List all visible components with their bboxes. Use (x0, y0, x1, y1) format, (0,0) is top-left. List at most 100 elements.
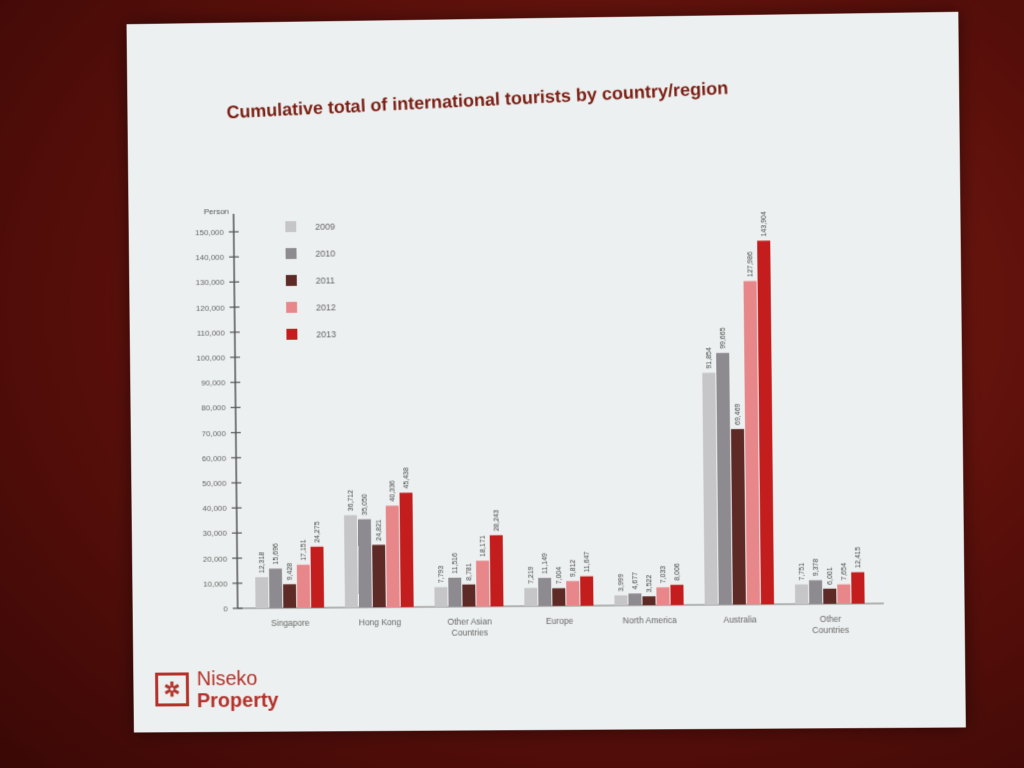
y-tick-label: 70,000 (202, 429, 227, 438)
bar-value-label: 3,999 (618, 574, 625, 592)
legend-label-2009: 2009 (315, 222, 335, 232)
bar-value-label: 36,712 (348, 490, 355, 512)
bar-2010-3 (538, 578, 551, 606)
legend-swatch-2012 (286, 302, 297, 313)
bar-2009-5 (702, 373, 717, 605)
logo-mark-icon: ✲ (155, 672, 189, 706)
bar-value-label: 7,793 (438, 566, 445, 584)
bar-2012-1 (386, 506, 400, 608)
x-category-label: Other (820, 614, 842, 624)
y-axis-title: Person (204, 207, 229, 216)
bar-2011-4 (642, 596, 655, 605)
y-tick-label: 80,000 (201, 404, 226, 413)
bar-2012-4 (656, 587, 669, 605)
bar-value-label: 12,318 (259, 552, 266, 573)
bar-2012-3 (566, 581, 579, 606)
bar-value-label: 69,469 (735, 403, 742, 425)
bar-2010-0 (269, 569, 282, 609)
x-category-label: Countries (452, 627, 488, 637)
y-tick-label: 30,000 (203, 529, 228, 538)
logo-line-1: Niseko (197, 668, 279, 690)
bar-value-label: 9,428 (287, 563, 294, 581)
x-category-label: North America (623, 615, 677, 625)
bar-value-label: 91,854 (706, 347, 713, 369)
bar-value-label: 7,654 (841, 563, 848, 581)
y-tick-label: 120,000 (196, 303, 225, 312)
bar-value-label: 24,275 (314, 521, 321, 542)
bar-value-label: 8,781 (466, 563, 473, 581)
bar-value-label: 9,812 (570, 559, 577, 577)
bar-2010-6 (809, 580, 822, 604)
bar-value-label: 7,033 (660, 566, 667, 584)
bar-value-label: 6,001 (827, 567, 834, 585)
y-tick-label: 130,000 (196, 278, 225, 287)
bar-2011-3 (552, 588, 565, 606)
bar-2013-2 (490, 535, 504, 606)
y-tick-label: 100,000 (196, 353, 225, 362)
bar-2009-3 (524, 588, 537, 606)
presentation-slide: Cumulative total of international touris… (127, 12, 966, 733)
bar-2009-0 (255, 577, 268, 608)
legend-label-2010: 2010 (315, 248, 335, 258)
legend-label-2011: 2011 (316, 275, 335, 285)
bar-2013-4 (670, 585, 683, 605)
bar-value-label: 24,821 (376, 519, 383, 541)
bar-value-label: 45,438 (403, 467, 410, 489)
y-tick-label: 60,000 (202, 454, 227, 463)
bar-value-label: 17,151 (300, 539, 307, 560)
x-category-label: Other Asian (447, 616, 492, 626)
y-tick-label: 20,000 (203, 554, 228, 563)
bar-2013-5 (757, 241, 774, 605)
bar-value-label: 3,522 (646, 575, 653, 593)
bar-2010-4 (628, 593, 641, 605)
bar-value-label: 11,516 (452, 553, 459, 574)
bar-value-label: 12,415 (855, 547, 862, 569)
bar-2013-6 (851, 572, 864, 604)
bar-2010-2 (448, 578, 461, 607)
bar-value-label: 11,149 (542, 553, 549, 574)
bar-chart: Person 0 10,000 20,000 30,000 40,000 50,000 60,… (127, 12, 966, 733)
y-tick-label: 150,000 (195, 228, 224, 237)
y-tick-label: 10,000 (203, 579, 228, 588)
bar-2009-6 (795, 584, 808, 604)
bar-value-label: 7,219 (528, 566, 535, 584)
bar-value-label: 99,665 (720, 327, 727, 349)
bar-2010-1 (358, 519, 372, 607)
bar-value-label: 15,696 (273, 543, 280, 564)
bar-2011-1 (372, 545, 386, 608)
x-category-label: Hong Kong (359, 617, 402, 627)
y-tick-label: 140,000 (195, 253, 224, 262)
legend-label-2012: 2012 (316, 302, 336, 312)
bar-value-label: 40,336 (389, 480, 396, 502)
bar-value-label: 18,171 (480, 535, 487, 557)
bar-2011-2 (462, 584, 475, 606)
y-tick-label: 110,000 (197, 328, 226, 337)
bar-2011-0 (283, 584, 296, 608)
bar-2012-2 (476, 561, 489, 607)
bar-2012-5 (744, 281, 760, 604)
bar-2009-4 (614, 595, 627, 605)
x-category-label: Australia (723, 614, 757, 624)
bar-value-label: 143,904 (761, 211, 768, 237)
bar-value-label: 28,243 (493, 510, 500, 532)
y-tick-label: 90,000 (201, 379, 226, 388)
bar-value-label: 35,050 (362, 494, 369, 516)
bar-2011-6 (823, 589, 836, 604)
bar-2013-3 (580, 576, 593, 605)
bar-2012-0 (297, 565, 310, 608)
bar-value-label: 9,378 (813, 559, 820, 577)
bar-value-label: 4,677 (632, 572, 639, 590)
bar-2011-5 (731, 429, 746, 605)
legend-swatch-2009 (285, 221, 296, 232)
x-category-label: Europe (546, 616, 574, 626)
bar-2013-1 (400, 493, 414, 607)
logo-line-2: Property (197, 690, 279, 712)
legend-swatch-2010 (286, 248, 297, 259)
bar-2010-5 (716, 353, 732, 605)
y-axis-line (234, 214, 238, 608)
bar-2012-6 (837, 584, 850, 603)
y-tick-label: 50,000 (202, 479, 227, 488)
legend-label-2013: 2013 (316, 329, 336, 339)
legend-swatch-2011 (286, 275, 297, 286)
x-category-label: Singapore (271, 618, 310, 628)
